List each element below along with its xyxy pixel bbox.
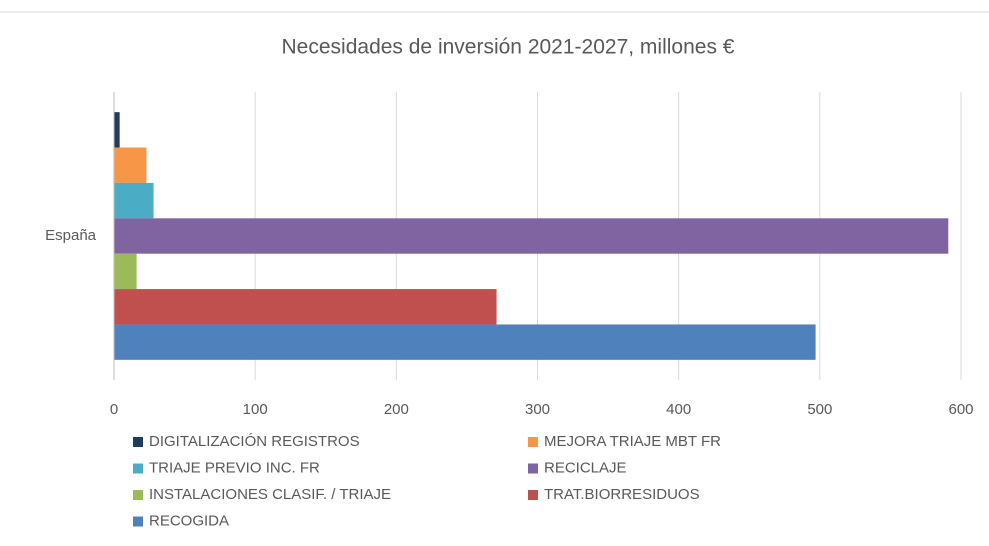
bar: [114, 218, 949, 254]
legend-label: DIGITALIZACIÓN REGISTROS: [149, 433, 360, 450]
legend-label: TRIAJE PREVIO INC. FR: [149, 459, 320, 476]
legend-swatch: [528, 490, 538, 500]
legend-label: MEJORA TRIAJE MBT FR: [544, 433, 721, 450]
bar: [114, 253, 137, 290]
y-tick-label: España: [45, 227, 97, 244]
legend-swatch: [133, 490, 143, 500]
legend-label: TRAT.BIORRESIDUOS: [544, 486, 700, 503]
legend-label: INSTALACIONES CLASIF. / TRIAJE: [149, 486, 391, 503]
bar: [114, 182, 154, 219]
bar: [114, 112, 120, 148]
x-tick-label: 500: [807, 401, 832, 418]
bar: [114, 324, 816, 360]
bar: [114, 147, 147, 183]
legend-swatch: [133, 463, 143, 474]
x-tick-label: 400: [666, 401, 691, 418]
x-tick-label: 600: [948, 401, 973, 418]
legend-label: RECICLAJE: [544, 459, 627, 476]
legend-swatch: [528, 463, 538, 474]
legend-swatch: [133, 516, 143, 527]
bar: [114, 289, 497, 325]
legend-swatch: [133, 437, 143, 447]
chart-title: Necesidades de inversión 2021-2027, mill…: [282, 36, 735, 59]
legend-label: RECOGIDA: [149, 512, 229, 529]
legend-swatch: [528, 437, 538, 447]
x-tick-label: 300: [525, 401, 550, 418]
x-tick-label: 0: [110, 401, 118, 418]
x-tick-label: 200: [384, 401, 409, 418]
x-tick-label: 100: [243, 401, 268, 418]
